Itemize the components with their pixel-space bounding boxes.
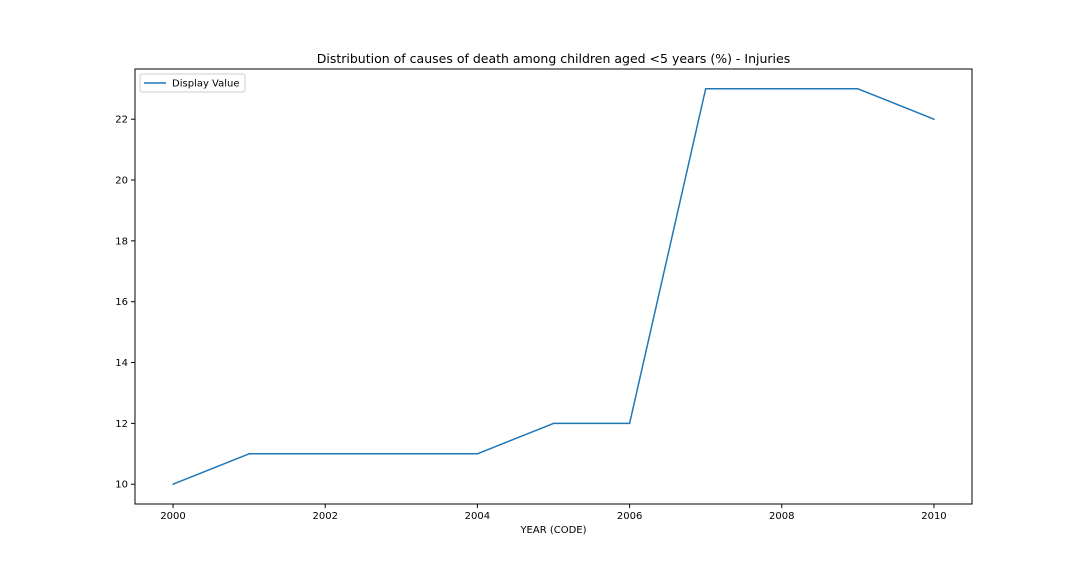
data-point	[857, 88, 859, 90]
y-axis: 10 12 14 16 18 20 22	[115, 115, 135, 491]
y-tick-label: 20	[115, 176, 128, 187]
y-tick-label: 12	[115, 419, 128, 430]
legend: Display Value	[139, 73, 246, 93]
x-tick-label: 2004	[465, 511, 490, 522]
y-tick-label: 22	[115, 115, 128, 126]
data-point	[781, 88, 783, 90]
data-point	[248, 453, 250, 455]
data-point	[704, 88, 707, 90]
y-tick-label: 14	[115, 358, 128, 369]
data-point	[400, 453, 403, 455]
series-line-0	[172, 88, 935, 485]
x-tick-label: 2010	[921, 511, 946, 522]
data-point	[628, 422, 631, 425]
plot-area	[172, 88, 935, 485]
x-tick-label: 2002	[313, 511, 338, 522]
data-point	[476, 453, 479, 455]
data-point	[172, 483, 174, 485]
y-tick-label: 16	[115, 297, 128, 308]
data-point	[324, 453, 326, 455]
x-tick-label: 2008	[769, 511, 794, 522]
chart-title: Distribution of causes of death among ch…	[317, 51, 790, 66]
plot-frame	[134, 68, 973, 505]
y-tick-label: 10	[115, 480, 128, 491]
legend-box	[139, 73, 246, 93]
data-point	[552, 422, 555, 425]
y-tick-label: 18	[115, 236, 128, 247]
x-axis-label: YEAR (CODE)	[519, 525, 586, 536]
legend-label: Display Value	[172, 79, 240, 90]
x-tick-label: 2006	[617, 511, 642, 522]
data-point	[933, 118, 935, 120]
x-axis: 2000 2002 2004 2006 2008 2010	[160, 504, 947, 522]
x-tick-label: 2000	[160, 511, 185, 522]
